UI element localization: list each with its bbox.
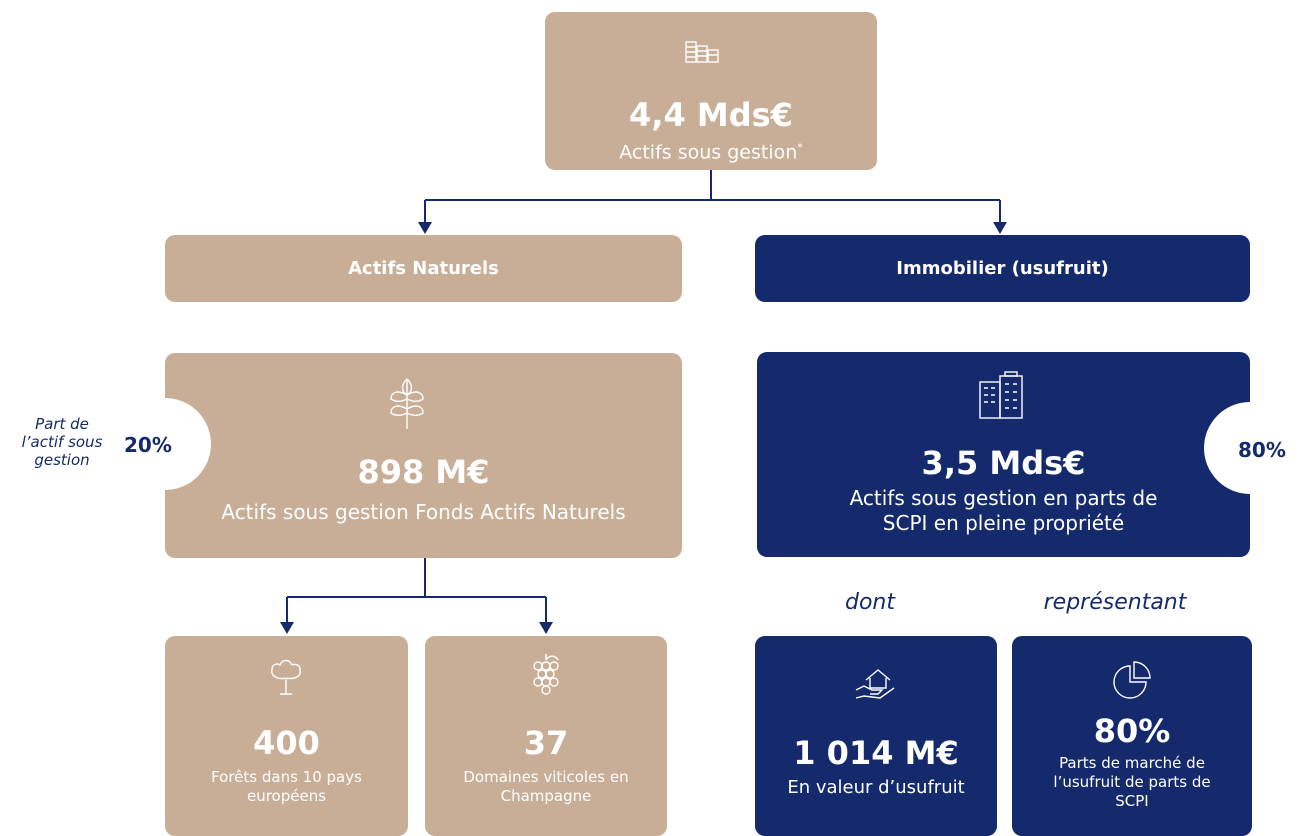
item-value: 80%	[1093, 712, 1171, 750]
item-label: En valeur d’usufruit	[787, 777, 965, 798]
connector-word: représentant	[1043, 590, 1187, 615]
item-value: 400	[253, 724, 320, 762]
real-estate-value: 3,5 Mds€	[921, 444, 1086, 482]
total-value: 4,4 Mds€	[629, 96, 793, 134]
label: Actifs sous gestion	[619, 141, 798, 164]
item-value: 37	[523, 724, 569, 762]
cutout	[1204, 402, 1296, 494]
building-icon	[979, 371, 1023, 419]
coins-icon	[685, 41, 719, 63]
cutout	[119, 398, 211, 490]
natural-label: Actifs sous gestion Fonds Actifs Naturel…	[221, 500, 626, 524]
branch: Immobilier (usufruit)	[755, 235, 1250, 302]
item-value: 1 014 M€	[793, 734, 959, 772]
connector-word: dont	[845, 590, 895, 615]
item-label: Parts de marché de l’usufruit de parts d…	[1053, 754, 1211, 810]
leaf-icon	[390, 378, 424, 429]
share-caption: Part de l’actif sous gestion	[21, 415, 103, 469]
natural-value: 898 M€	[357, 453, 490, 491]
hand-house-icon	[855, 669, 895, 699]
item-label: Domaines viticoles en Champagne	[463, 768, 629, 805]
pie-icon	[1113, 661, 1151, 699]
real-estate-box: 3,5 Mds€ Actifs sous gestion en parts de…	[757, 352, 1250, 557]
note-mark: *	[797, 141, 803, 154]
real-estate-share: 80%	[1238, 438, 1286, 462]
branch: Actifs Naturels	[165, 235, 682, 302]
item-box: 1 014 M€ En valeur d’usufruit	[755, 636, 997, 836]
grape-icon	[533, 654, 559, 695]
natural-box: 898 M€ Actifs sous gestion Fonds Actifs …	[165, 353, 682, 558]
natural-share: 20%	[124, 433, 172, 457]
real-estate-label: Actifs sous gestion en parts de SCPI en …	[849, 486, 1158, 535]
item-box: 80% Parts de marché de l’usufruit de par…	[1012, 636, 1252, 836]
item-box: 37 Domaines viticoles en Champagne	[425, 636, 667, 836]
tree-icon	[271, 659, 301, 695]
total-box: 4,4 Mds€ Actifs sous gestion*	[545, 12, 877, 170]
item-box: 400 Forêts dans 10 pays européens	[165, 636, 408, 836]
total-label: Actifs sous gestion*	[545, 136, 877, 164]
item-label: Forêts dans 10 pays européens	[211, 768, 362, 805]
